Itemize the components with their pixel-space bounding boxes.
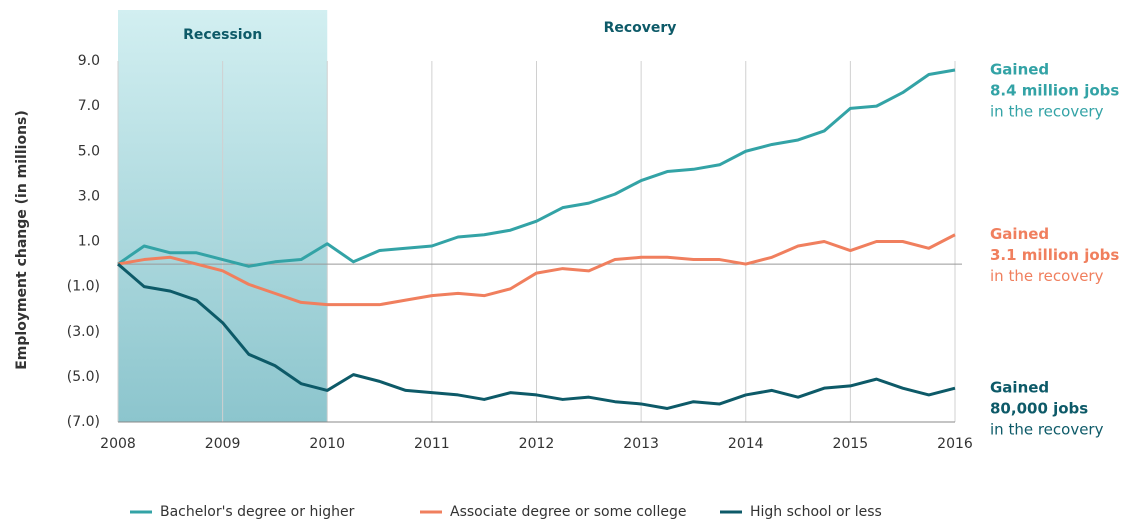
annotation: Gained (990, 379, 1049, 397)
annotation: 3.1 million jobs (990, 246, 1119, 264)
x-tick-label: 2009 (205, 436, 241, 452)
annotation: 80,000 jobs (990, 400, 1088, 418)
region-label: Recession (183, 27, 262, 43)
x-tick-label: 2011 (414, 436, 450, 452)
annotation: in the recovery (990, 421, 1104, 439)
annotation: in the recovery (990, 103, 1104, 121)
x-tick-label: 2014 (728, 436, 764, 452)
y-axis-label: Employment change (in millions) (14, 110, 30, 370)
y-tick-label: 3.0 (78, 188, 100, 204)
x-tick-label: 2012 (519, 436, 555, 452)
y-tick-label: 5.0 (78, 143, 100, 159)
annotation: 8.4 million jobs (990, 82, 1119, 100)
y-tick-label: 7.0 (78, 98, 100, 114)
y-tick-label: (7.0) (67, 414, 100, 430)
annotation: Gained (990, 61, 1049, 79)
x-tick-label: 2013 (623, 436, 659, 452)
annotation: Gained (990, 225, 1049, 243)
y-tick-label: (5.0) (67, 369, 100, 385)
x-tick-label: 2016 (937, 436, 973, 452)
legend-label: High school or less (750, 504, 882, 520)
legend-label: Bachelor's degree or higher (160, 504, 355, 520)
region-label: Recovery (604, 20, 677, 36)
series-line (117, 233, 956, 307)
series-line (117, 262, 956, 410)
x-tick-label: 2015 (833, 436, 869, 452)
y-tick-label: 1.0 (78, 234, 100, 250)
series-line (117, 68, 956, 268)
annotation: in the recovery (990, 267, 1104, 285)
y-tick-label: 9.0 (78, 53, 100, 69)
legend-label: Associate degree or some college (450, 504, 686, 520)
x-tick-label: 2008 (100, 436, 136, 452)
y-tick-label: (3.0) (67, 324, 100, 340)
y-tick-label: (1.0) (67, 279, 100, 295)
x-tick-label: 2010 (309, 436, 345, 452)
